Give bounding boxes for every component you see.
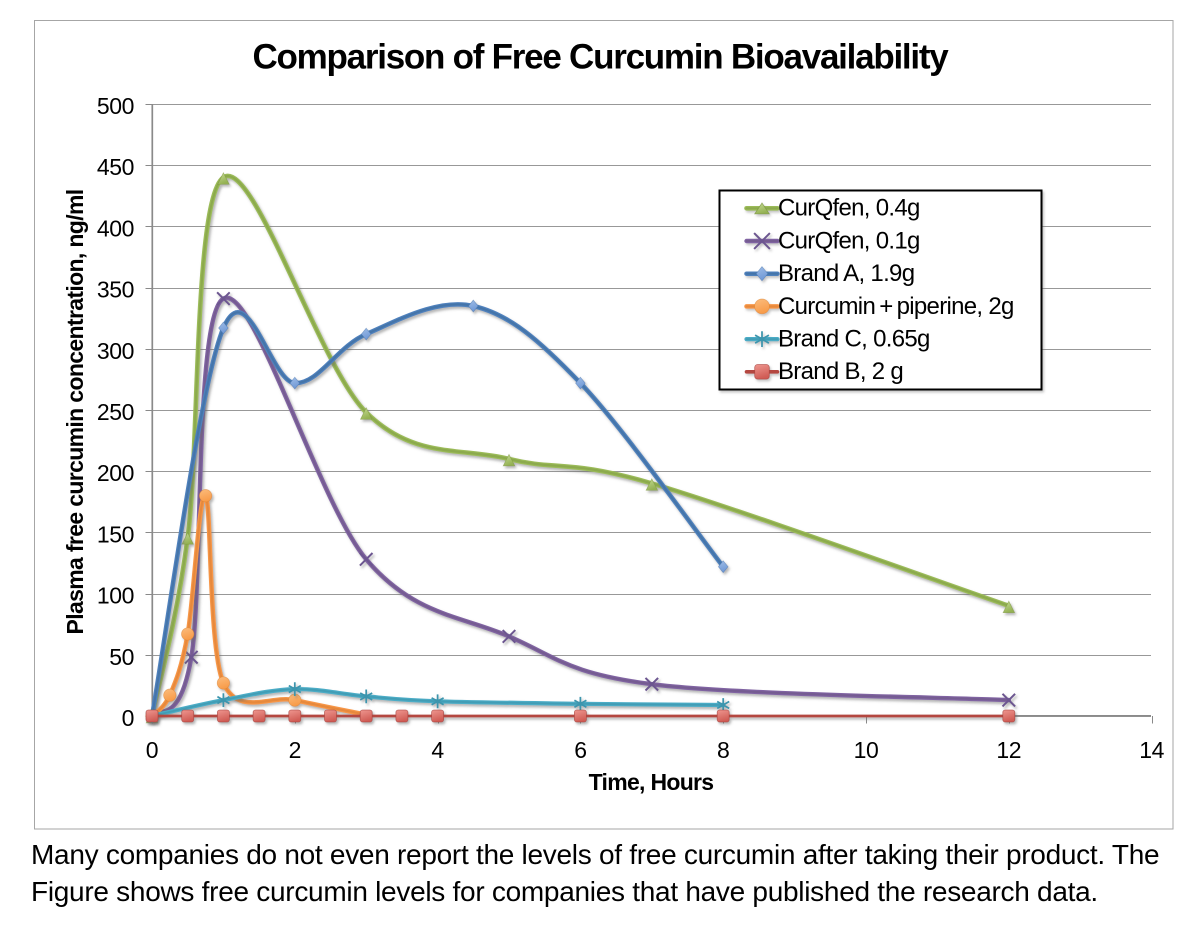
svg-text:Brand C, 0.65g: Brand C, 0.65g xyxy=(778,326,930,353)
svg-text:400: 400 xyxy=(97,215,134,241)
svg-text:300: 300 xyxy=(97,338,134,364)
svg-text:350: 350 xyxy=(97,277,134,303)
svg-text:200: 200 xyxy=(97,460,134,486)
svg-text:450: 450 xyxy=(97,154,134,180)
svg-text:Figure shows free curcumin lev: Figure shows free curcumin levels for co… xyxy=(31,876,1098,907)
svg-text:CurQfen, 0.4g: CurQfen, 0.4g xyxy=(778,195,920,222)
svg-text:2: 2 xyxy=(289,737,301,763)
svg-text:4: 4 xyxy=(431,737,444,763)
svg-text:250: 250 xyxy=(97,399,134,425)
svg-text:100: 100 xyxy=(97,583,134,609)
svg-text:10: 10 xyxy=(854,737,879,763)
svg-text:8: 8 xyxy=(717,737,729,763)
svg-text:Comparison of Free Curcumin Bi: Comparison of Free Curcumin Bioavailabil… xyxy=(252,38,949,77)
svg-text:50: 50 xyxy=(109,644,134,670)
svg-text:6: 6 xyxy=(574,737,586,763)
svg-text:Brand A, 1.9g: Brand A, 1.9g xyxy=(778,260,914,287)
svg-text:12: 12 xyxy=(996,737,1021,763)
svg-text:Plasma free curcumin concentra: Plasma free curcumin concentration, ng/m… xyxy=(62,190,88,635)
svg-text:150: 150 xyxy=(97,521,134,547)
svg-text:500: 500 xyxy=(97,93,134,119)
svg-text:Brand B, 2 g: Brand B, 2 g xyxy=(778,358,903,385)
svg-text:0: 0 xyxy=(146,737,158,763)
svg-text:Many companies do not even rep: Many companies do not even report the le… xyxy=(31,839,1159,870)
svg-text:CurQfen, 0.1g: CurQfen, 0.1g xyxy=(778,227,920,254)
svg-text:Curcumin + piperine, 2g: Curcumin + piperine, 2g xyxy=(778,293,1014,320)
svg-text:0: 0 xyxy=(122,705,134,731)
svg-text:14: 14 xyxy=(1139,737,1164,763)
svg-text:Time, Hours: Time, Hours xyxy=(589,769,714,795)
